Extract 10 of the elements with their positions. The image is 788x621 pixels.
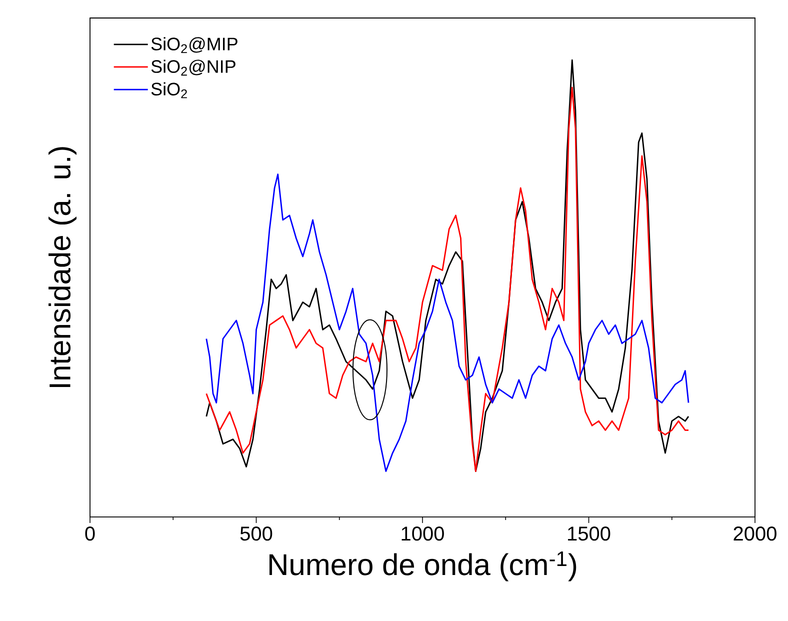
y-axis-title: Intensidade (a. u.)	[48, 147, 76, 388]
x-axis-title: Numero de onda (cm$^{-1}$)	[269, 552, 576, 582]
x-tick-label: 2000	[734, 526, 776, 541]
x-tick-label: 1000	[402, 526, 444, 541]
x-tick-label: 0	[85, 526, 95, 541]
legend-label: SiO$_{2}$	[151, 82, 187, 98]
x-tick-label: 1500	[568, 526, 610, 541]
legend-label: SiO$_{2}$@MIP	[151, 37, 238, 54]
legend-label: SiO$_{2}$@NIP	[151, 60, 236, 76]
x-tick-label: 500	[240, 526, 272, 541]
